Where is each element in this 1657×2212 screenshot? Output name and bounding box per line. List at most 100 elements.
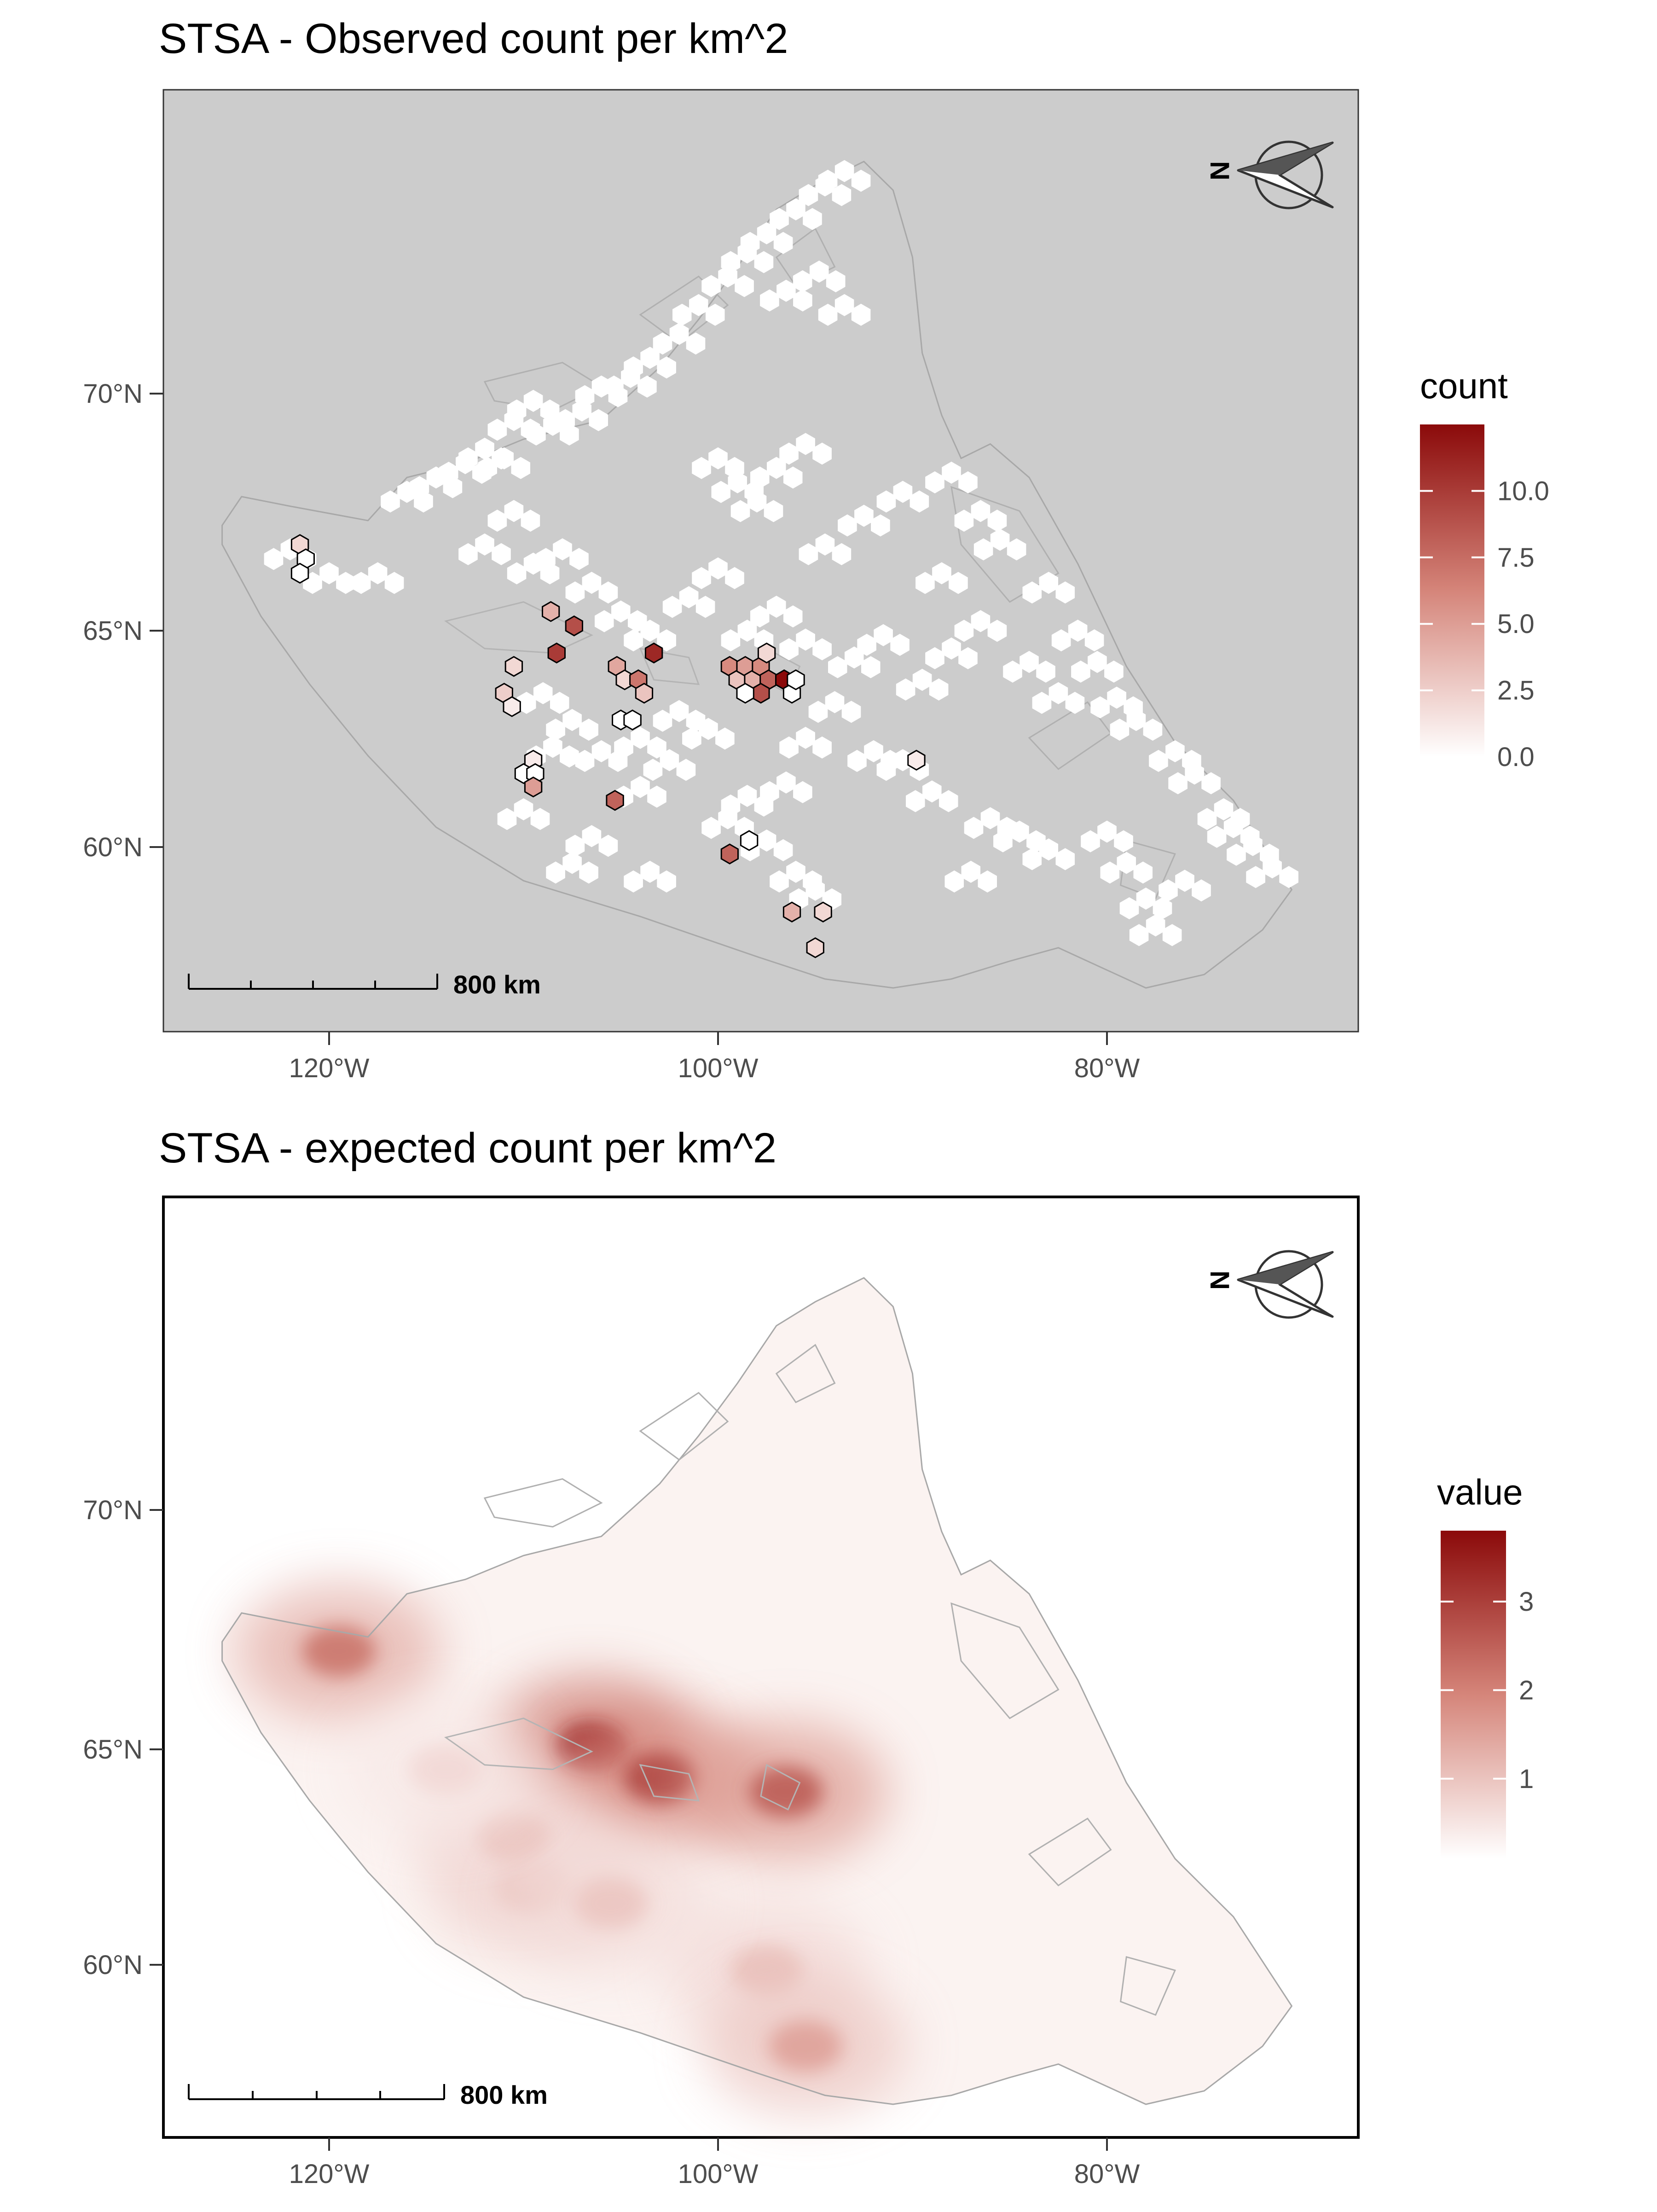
survey-hex — [767, 457, 786, 479]
survey-hex — [1201, 772, 1221, 795]
survey-hex — [579, 719, 598, 741]
x-tick-label: 80°W — [1074, 2159, 1140, 2189]
survey-hex — [475, 533, 494, 556]
survey-hex — [591, 740, 611, 762]
y-axis-ticks — [150, 1509, 163, 1966]
legend-tick-label: 2 — [1519, 1675, 1534, 1705]
observed-hex — [814, 901, 832, 923]
survey-hex — [708, 447, 728, 470]
survey-hex — [845, 646, 864, 669]
survey-hex — [657, 356, 676, 379]
survey-hex — [556, 409, 575, 431]
legend-value: value 3 2 1 — [1437, 1472, 1534, 1858]
legend-tick-label: 1 — [1519, 1764, 1534, 1794]
surface-hotspot — [302, 1626, 376, 1677]
survey-hex — [1081, 830, 1100, 853]
survey-hex — [494, 447, 514, 470]
survey-hex — [692, 457, 711, 479]
survey-hex — [1143, 719, 1163, 741]
scale-bar: 800 km — [188, 970, 541, 999]
observed-hex — [806, 937, 824, 958]
legend-tick-label: 5.0 — [1497, 609, 1535, 639]
y-tick-label: 70°N — [83, 379, 143, 409]
observed-hex — [547, 642, 566, 664]
panel-title: STSA - expected count per km^2 — [159, 1125, 776, 1172]
survey-hex — [550, 691, 569, 714]
survey-hex — [740, 232, 760, 254]
y-tick-label: 65°N — [83, 616, 143, 646]
surface-hotspot — [749, 1766, 823, 1817]
y-tick-label: 65°N — [83, 1735, 143, 1765]
hex-grid — [264, 160, 1298, 946]
survey-hex — [896, 678, 915, 701]
observed-hex — [740, 830, 759, 851]
survey-hex — [611, 600, 631, 623]
survey-hex — [1119, 897, 1139, 919]
survey-hex — [1100, 861, 1119, 884]
survey-hex — [812, 736, 832, 759]
survey-hex — [922, 780, 942, 803]
survey-hex — [536, 548, 556, 570]
survey-hex — [336, 572, 355, 594]
survey-hex — [1129, 924, 1149, 946]
y-tick-label: 60°N — [83, 832, 143, 862]
survey-hex — [1051, 629, 1071, 651]
north-arrow-fill — [1238, 1252, 1333, 1284]
survey-hex — [653, 709, 672, 732]
survey-hex — [721, 251, 741, 273]
survey-hex — [1071, 660, 1090, 683]
y-tick-label: 70°N — [83, 1495, 143, 1525]
prediction-surface — [222, 1277, 1292, 2115]
survey-hex — [1279, 866, 1298, 888]
scale-bar-label: 800 km — [453, 970, 541, 999]
coastline — [1119, 1956, 1176, 2016]
observed-hex — [782, 901, 801, 923]
survey-hex — [747, 490, 767, 513]
survey-hex — [851, 303, 871, 326]
survey-hex — [478, 457, 497, 479]
survey-hex — [871, 514, 890, 537]
survey-hex — [708, 557, 728, 580]
survey-hex — [799, 184, 818, 206]
survey-hex — [834, 160, 854, 182]
survey-hex — [368, 562, 388, 585]
survey-hex — [912, 668, 932, 691]
survey-hex — [1162, 924, 1182, 946]
survey-hex — [381, 490, 400, 513]
observed-hex — [623, 709, 642, 731]
observed-hex — [542, 601, 560, 622]
survey-hex — [640, 860, 660, 883]
survey-hex — [475, 437, 494, 460]
survey-hex — [818, 303, 838, 326]
survey-hex — [767, 596, 786, 618]
survey-hex — [990, 528, 1010, 551]
survey-hex — [676, 759, 696, 781]
survey-hex — [1175, 870, 1194, 892]
survey-hex — [575, 749, 595, 772]
survey-hex — [1049, 682, 1068, 704]
survey-hex — [1165, 740, 1185, 762]
x-tick-label: 120°W — [289, 1053, 370, 1083]
survey-hex — [779, 638, 799, 661]
observed-hex — [787, 669, 805, 691]
survey-hex — [1110, 719, 1130, 741]
survey-hex — [915, 572, 935, 594]
survey-hex — [523, 389, 543, 412]
survey-hex — [624, 629, 643, 651]
survey-hex — [925, 647, 944, 669]
survey-hex — [647, 785, 666, 808]
coastline — [760, 1764, 801, 1811]
coastline — [483, 1478, 603, 1528]
x-axis: 120°W 100°W 80°W — [289, 2137, 1140, 2189]
survey-hex — [1020, 650, 1039, 673]
survey-hex — [783, 605, 803, 627]
survey-hex — [1084, 629, 1104, 651]
survey-hex — [1055, 848, 1075, 871]
survey-hex — [851, 169, 871, 192]
x-axis: 120°W 100°W 80°W — [289, 1032, 1140, 1083]
survey-hex — [971, 500, 991, 522]
survey-hex — [841, 701, 861, 723]
survey-hex — [595, 610, 614, 633]
survey-hex — [1136, 888, 1156, 910]
survey-hex — [874, 624, 893, 646]
